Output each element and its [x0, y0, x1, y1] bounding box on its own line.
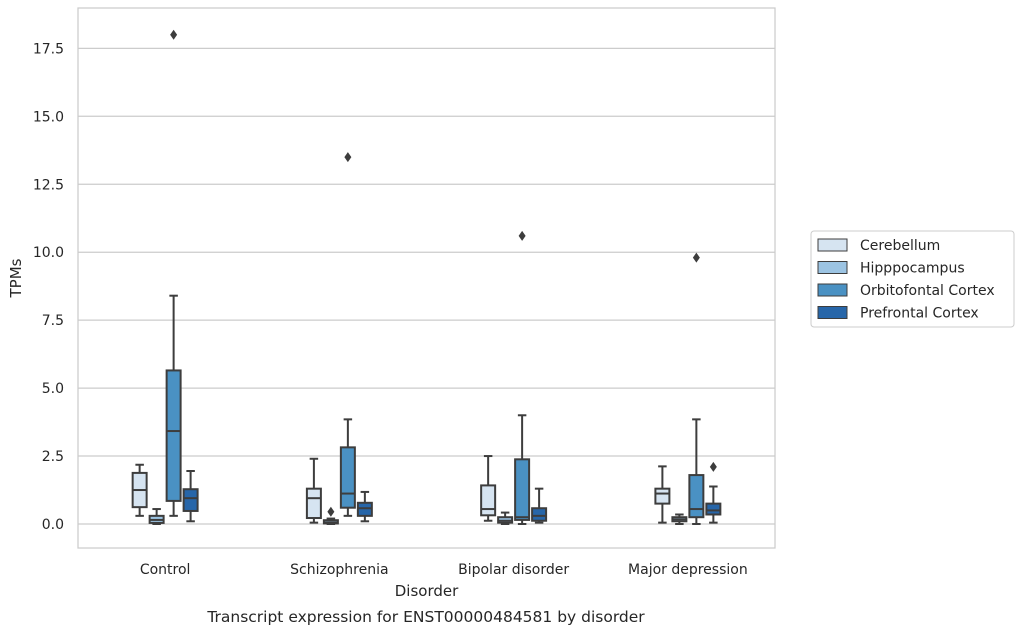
y-tick-label: 0.0 — [42, 517, 64, 533]
outlier-point — [709, 461, 717, 472]
y-axis-label: TPMs — [7, 258, 25, 298]
legend-items: Cerebellum Hipppocampus Orbitofontal Corte… — [817, 238, 995, 322]
y-tick-labels: 0.0 2.5 5.0 7.5 10.0 12.5 15.0 17.5 — [33, 41, 64, 533]
box-prefrontal-cortex — [531, 487, 548, 524]
legend-swatch — [817, 283, 848, 297]
legend-swatch — [817, 238, 848, 252]
x-tick-label: Control — [140, 562, 191, 578]
legend-label: Cerebellum — [860, 238, 940, 254]
y-tick-label: 2.5 — [42, 449, 64, 465]
box-body — [688, 474, 705, 519]
outlier-point — [170, 29, 178, 40]
y-tick-label: 15.0 — [33, 109, 64, 125]
box-body — [705, 502, 722, 516]
y-tick-label: 7.5 — [42, 313, 64, 329]
legend-label: Orbitofontal Cortex — [860, 283, 995, 299]
legend-swatch — [817, 306, 848, 319]
box-orbitofontal-cortex — [688, 252, 705, 525]
box-hipppocampus — [497, 511, 514, 525]
plot-frame — [77, 7, 776, 549]
box-prefrontal-cortex — [182, 469, 199, 523]
x-axis-label: Disorder — [395, 582, 459, 600]
box-body — [514, 458, 531, 521]
box-body — [654, 487, 671, 505]
box-cerebellum — [480, 455, 497, 522]
x-tick-label: Bipolar disorder — [458, 562, 569, 578]
box-body — [531, 507, 548, 522]
outlier-point — [692, 252, 700, 263]
box-orbitofontal-cortex — [514, 230, 531, 525]
x-tick-label: Schizophrenia — [290, 562, 388, 578]
x-tick-labels: Control Schizophrenia Bipolar disorder Majo… — [140, 562, 748, 578]
box-hipppocampus — [148, 508, 165, 525]
box-cerebellum — [131, 463, 148, 517]
box-orbitofontal-cortex — [165, 29, 182, 517]
legend-label: Hipppocampus — [860, 261, 965, 277]
box-prefrontal-cortex — [705, 461, 722, 524]
box-hipppocampus — [322, 506, 339, 525]
grid-layer — [78, 47, 775, 525]
box-body — [480, 484, 497, 517]
x-tick-label: Major depression — [628, 562, 748, 578]
y-tick-label: 17.5 — [33, 41, 64, 57]
box-layer — [131, 29, 722, 525]
y-tick-label: 10.0 — [33, 245, 64, 261]
box-cerebellum — [654, 465, 671, 524]
box-body — [339, 446, 356, 509]
box-hipppocampus — [671, 513, 688, 525]
legend-label: Prefrontal Cortex — [860, 306, 979, 322]
box-body — [356, 501, 373, 517]
box-prefrontal-cortex — [356, 490, 373, 523]
legend: Cerebellum Hipppocampus Orbitofontal Corte… — [810, 230, 1015, 328]
box-cerebellum — [305, 457, 322, 524]
outlier-point — [344, 152, 352, 163]
box-body — [182, 488, 199, 512]
y-tick-label: 12.5 — [33, 177, 64, 193]
box-body — [305, 487, 322, 520]
box-body — [165, 369, 182, 502]
y-tick-label: 5.0 — [42, 381, 64, 397]
outlier-point — [327, 506, 335, 517]
chart-title: Transcript expression for ENST0000048458… — [206, 608, 645, 626]
legend-frame — [810, 230, 1015, 328]
legend-swatch — [817, 261, 848, 274]
outlier-point — [518, 230, 526, 241]
box-orbitofontal-cortex — [339, 152, 356, 517]
